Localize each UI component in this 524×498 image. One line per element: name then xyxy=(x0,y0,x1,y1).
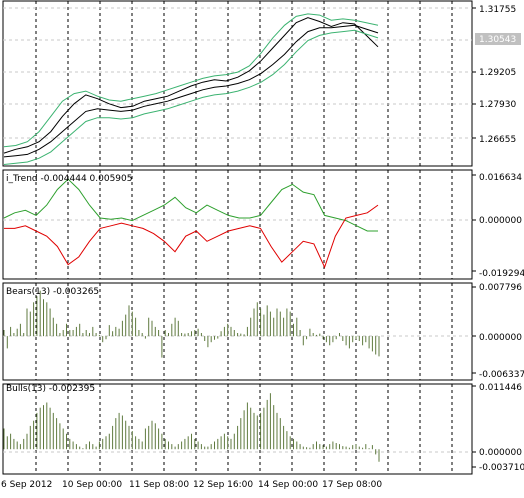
bulls-level-zero: 0.000000 xyxy=(479,448,522,458)
time-label-2: 10 Sep 00:00 xyxy=(62,480,122,490)
trend-level-zero: 0.000000 xyxy=(479,216,522,226)
trend-up-series xyxy=(3,178,378,232)
price-series xyxy=(3,17,379,154)
price-level-1: 1.31755 xyxy=(479,5,516,15)
price-level-4: 1.26655 xyxy=(479,135,516,145)
bulls-level-top: 0.011446 xyxy=(479,383,522,393)
time-label-3: 11 Sep 08:00 xyxy=(129,480,189,490)
bears-level-zero: 0.000000 xyxy=(479,333,522,343)
current-price-label: 1.30543 xyxy=(479,35,516,45)
trend-indicator-plot[interactable] xyxy=(3,178,379,269)
time-label-4: 12 Sep 16:00 xyxy=(193,480,253,490)
envelope-lower-series xyxy=(3,29,379,165)
price-level-3: 1.27930 xyxy=(479,100,516,110)
bears-level-bottom: -0.006337 xyxy=(479,370,524,380)
moving-average-series xyxy=(3,24,379,158)
time-label-5: 14 Sep 00:00 xyxy=(258,480,318,490)
bears-caption: Bears(13) -0.003265 xyxy=(6,287,99,297)
price-level-2: 1.29205 xyxy=(479,68,516,78)
bears-level-top: 0.007796 xyxy=(479,283,522,293)
envelope-upper-series xyxy=(3,13,379,148)
trend-caption: i_Trend -0.004444 0.005905 xyxy=(6,174,133,184)
trend-level-top: 0.016634 xyxy=(479,173,522,183)
bulls-power-plot[interactable] xyxy=(3,393,380,462)
trend-down-series xyxy=(4,204,379,269)
bears-power-plot[interactable] xyxy=(3,290,380,358)
panel-frame-3 xyxy=(2,282,473,381)
bulls-level-bottom: -0.003710 xyxy=(479,463,524,473)
trend-level-bottom: -0.019294 xyxy=(479,269,524,279)
time-label-1: 6 Sep 2012 xyxy=(1,480,52,490)
time-label-6: 17 Sep 08:00 xyxy=(322,480,382,490)
bulls-caption: Bulls(13) -0.002395 xyxy=(6,384,95,394)
current-price-badge xyxy=(475,33,521,45)
price-plot[interactable] xyxy=(3,13,379,165)
panel-frame-2 xyxy=(2,169,473,280)
